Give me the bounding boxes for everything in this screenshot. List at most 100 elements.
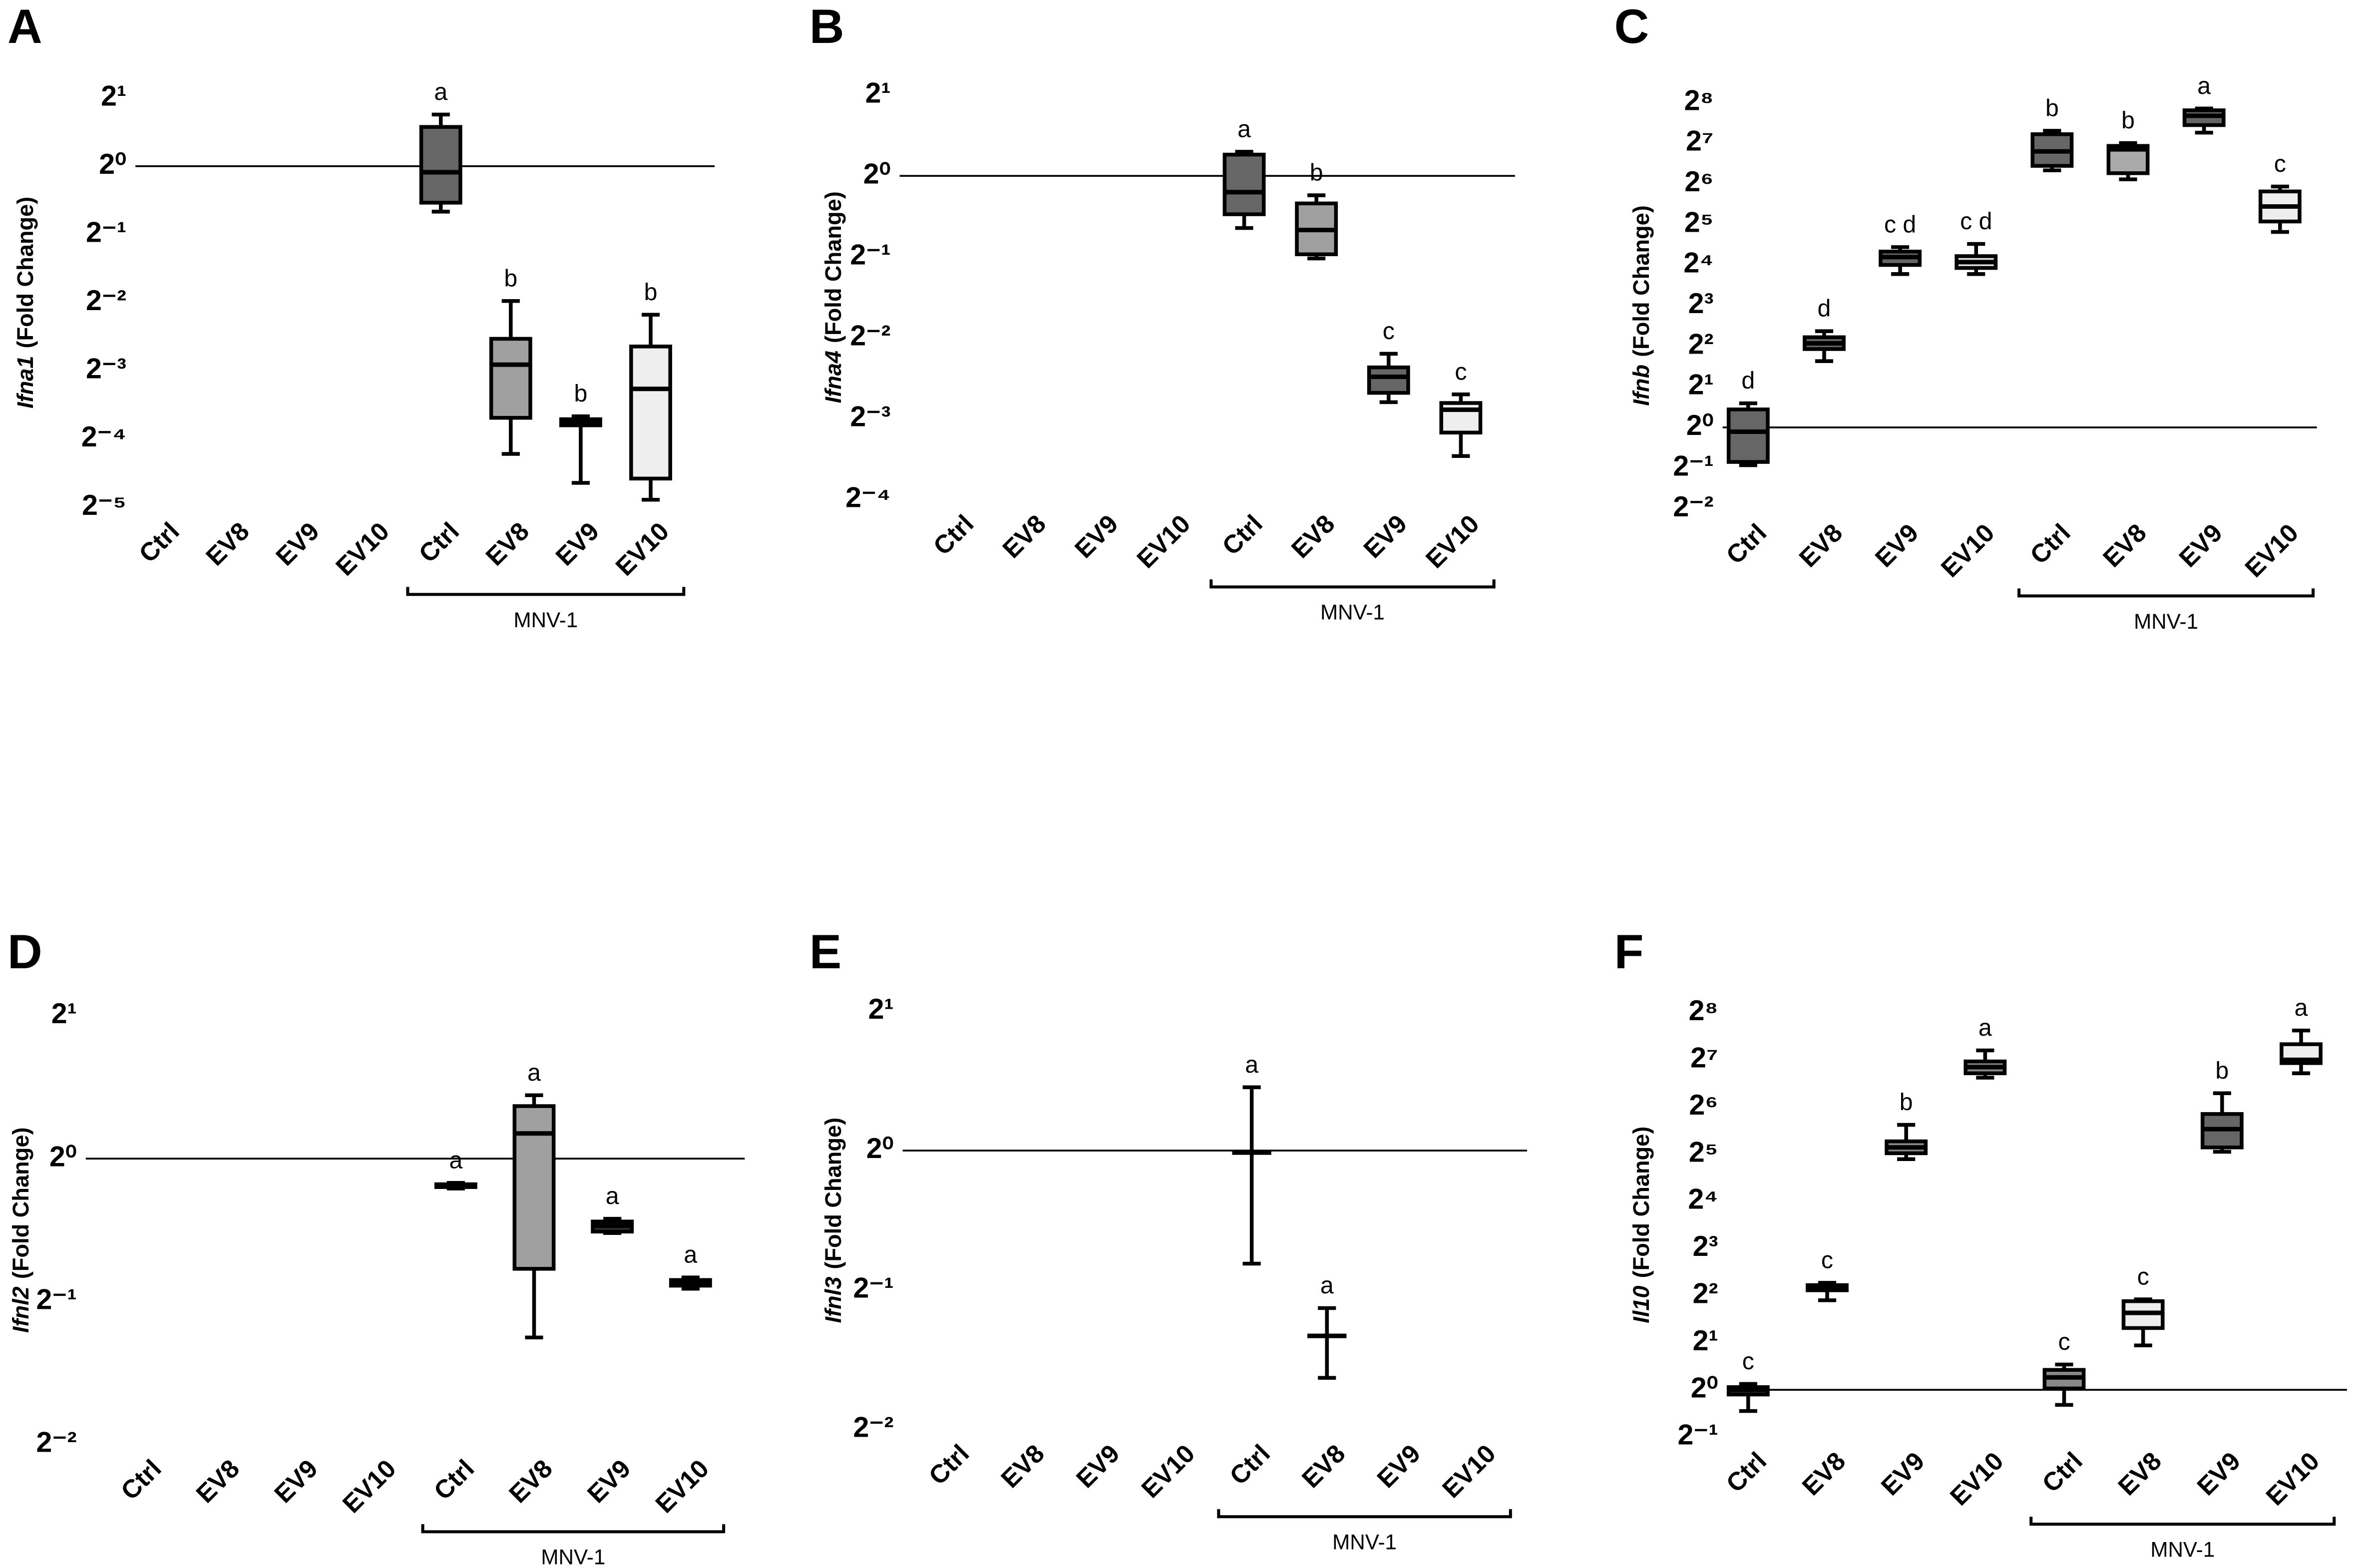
group-bracket: [2029, 1517, 2336, 1526]
y-tick-label: 2⁰: [863, 158, 891, 190]
x-tick-label: EV9: [2192, 1447, 2246, 1501]
y-tick-label: 2⁻³: [86, 353, 126, 385]
y-tick-label: 2⁰: [49, 1141, 77, 1173]
y-axis-unit: (Fold Change): [820, 1118, 846, 1269]
box: [1367, 365, 1410, 395]
y-tick-label: 2³: [1693, 1230, 1718, 1262]
box: [512, 1104, 556, 1271]
x-tick-label: EV8: [480, 517, 535, 571]
y-tick-label: 2¹: [101, 80, 126, 112]
x-tick-label: EV10: [1437, 1439, 1501, 1504]
x-tick-label: EV9: [1870, 518, 1924, 573]
significance-letter: a: [527, 1059, 541, 1086]
x-tick-label: EV9: [550, 517, 605, 571]
y-axis-gene: Ifnl2: [8, 1286, 33, 1333]
x-tick-label: EV8: [1797, 1447, 1851, 1501]
significance-letter: b: [574, 380, 588, 407]
y-tick-label: 2¹: [1693, 1325, 1718, 1357]
group-label: MNV-1: [2134, 610, 2198, 633]
x-tick-label: EV9: [2173, 518, 2228, 573]
x-tick-label: Ctrl: [1224, 1439, 1275, 1491]
group-bracket: [421, 1524, 726, 1534]
x-tick-label: EV10: [330, 517, 394, 581]
significance-letter: a: [434, 78, 447, 105]
x-tick-label: Ctrl: [923, 1439, 975, 1491]
x-tick-label: EV9: [1876, 1447, 1930, 1501]
box: [489, 337, 532, 420]
y-tick-label: 2⁻¹: [853, 1272, 893, 1304]
y-axis-label: Ifna1 (Fold Change): [12, 197, 38, 408]
x-tick-label: EV8: [995, 1439, 1050, 1494]
y-tick-label: 2¹: [51, 998, 77, 1030]
panel-label: E: [809, 925, 841, 979]
box: [1439, 401, 1483, 435]
x-tick-label: EV10: [1136, 1439, 1200, 1504]
significance-letter: c: [2274, 150, 2286, 177]
group-bracket: [2017, 588, 2315, 598]
x-tick-label: EV10: [1945, 1447, 2009, 1511]
y-tick-label: 2¹: [865, 77, 891, 109]
significance-letter: a: [2295, 994, 2308, 1021]
significance-letter: c: [1742, 1348, 1754, 1375]
x-tick-label: EV9: [1358, 509, 1413, 564]
significance-letter: a: [1320, 1272, 1334, 1299]
group-bracket: [1217, 1509, 1512, 1519]
y-axis-gene: Ifnl3: [820, 1277, 846, 1323]
y-tick-label: 2⁵: [1684, 206, 1714, 238]
significance-letter: b: [504, 265, 517, 292]
x-tick-label: EV8: [1286, 509, 1340, 564]
y-axis-unit: (Fold Change): [1628, 205, 1654, 357]
significance-letter: b: [2045, 94, 2059, 121]
x-tick-label: EV9: [1372, 1439, 1426, 1494]
x-tick-label: EV10: [2261, 1447, 2325, 1511]
y-tick-label: 2⁸: [1689, 995, 1718, 1027]
y-tick-label: 2⁰: [99, 148, 126, 180]
x-tick-label: EV10: [650, 1454, 714, 1519]
y-tick-label: 2²: [1693, 1277, 1718, 1309]
y-tick-label: 2⁻¹: [1673, 450, 1713, 482]
group-label: MNV-1: [2150, 1538, 2215, 1562]
y-tick-label: 2⁻⁴: [845, 482, 890, 514]
panel-label: D: [7, 925, 42, 979]
significance-letter: a: [1978, 1014, 1992, 1041]
significance-letter: a: [2197, 72, 2211, 99]
y-tick-label: 2⁻²: [86, 285, 126, 317]
y-axis-label: Ifna4 (Fold Change): [820, 191, 846, 403]
group-bracket: [406, 587, 686, 596]
x-tick-label: Ctrl: [2036, 1447, 2088, 1498]
x-tick-label: EV10: [610, 517, 675, 581]
x-tick-label: EV9: [582, 1454, 636, 1509]
y-tick-label: 2⁻²: [850, 320, 890, 352]
panel-label: B: [809, 0, 844, 53]
y-tick-label: 2⁻¹: [1677, 1419, 1718, 1451]
x-tick-label: EV10: [1936, 518, 2000, 583]
box: [1726, 407, 1770, 464]
significance-letter: c: [1383, 318, 1395, 345]
y-tick-label: 2⁻¹: [36, 1284, 77, 1316]
y-tick-label: 2⁴: [1683, 247, 1713, 279]
y-axis-gene: Ifna4: [820, 351, 846, 403]
y-tick-label: 2²: [1688, 328, 1714, 360]
significance-letter: b: [2121, 107, 2135, 134]
significance-letter: b: [644, 279, 658, 306]
y-tick-label: 2⁷: [1686, 125, 1713, 157]
x-tick-label: EV10: [337, 1454, 401, 1519]
significance-letter: d: [1818, 295, 1831, 322]
box: [419, 125, 462, 205]
x-tick-label: EV9: [269, 1454, 323, 1509]
x-tick-label: Ctrl: [1216, 509, 1268, 561]
y-axis-unit: (Fold Change): [8, 1127, 33, 1279]
box: [1222, 152, 1266, 216]
significance-letter: d: [1741, 367, 1755, 394]
y-axis-gene: Ifnb: [1628, 365, 1654, 406]
panel-label: C: [1614, 0, 1649, 53]
y-tick-label: 2⁻¹: [86, 216, 126, 248]
x-tick-label: Ctrl: [1721, 518, 1772, 570]
x-tick-label: EV9: [270, 517, 325, 571]
x-tick-label: EV10: [2239, 518, 2304, 583]
significance-letter: c: [2058, 1328, 2070, 1355]
group-label: MNV-1: [1320, 601, 1385, 624]
y-tick-label: 2⁻¹: [850, 239, 890, 271]
y-tick-label: 2⁻³: [850, 401, 890, 433]
significance-letter: c: [1821, 1246, 1833, 1273]
